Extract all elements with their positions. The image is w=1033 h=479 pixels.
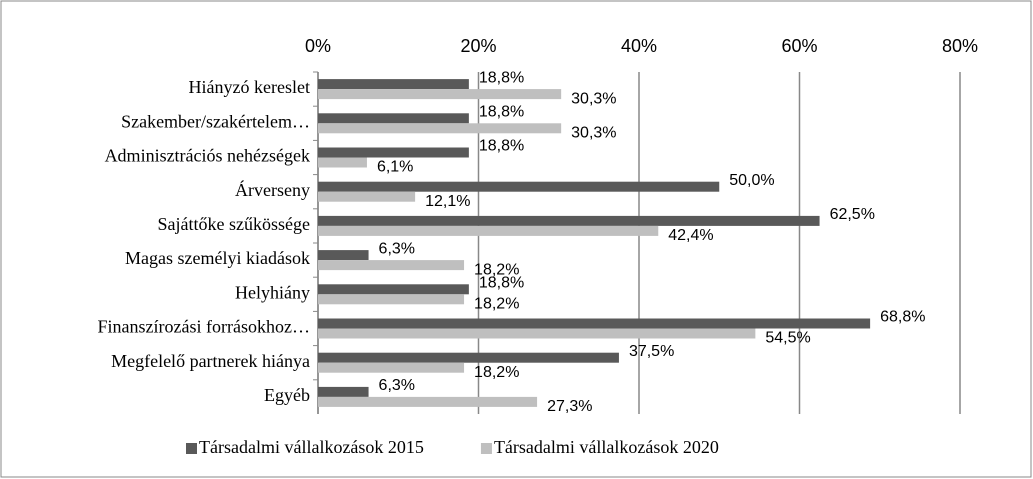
value-label: 27,3% [547, 398, 592, 415]
bar [318, 191, 416, 202]
legend-swatch [186, 443, 197, 454]
bar [318, 250, 369, 261]
y-tick-label: Helyhiány [235, 282, 310, 302]
y-tick-label: Egyéb [264, 385, 310, 405]
x-tick-label: 20% [460, 36, 496, 56]
bar [318, 113, 469, 124]
y-tick-label: Hiányzó kereslet [189, 77, 310, 97]
value-label: 42,4% [668, 227, 713, 244]
bar [318, 157, 367, 168]
value-label: 6,1% [377, 159, 413, 176]
value-label: 18,8% [479, 275, 524, 292]
value-label: 62,5% [830, 206, 875, 223]
bar [318, 396, 538, 407]
bar [318, 123, 562, 134]
bar [318, 260, 465, 271]
value-label: 50,0% [729, 172, 774, 189]
bar [318, 352, 619, 363]
x-tick-label: 60% [781, 36, 817, 56]
bar [318, 181, 720, 192]
y-tick-label: Adminisztrációs nehézségek [105, 146, 310, 166]
bar [318, 328, 756, 339]
value-label: 6,3% [379, 240, 415, 257]
y-tick-label: Sajáttőke szűkössége [158, 214, 310, 234]
bar [318, 225, 659, 236]
bar [318, 284, 469, 295]
value-label: 12,1% [425, 193, 470, 210]
value-label: 18,8% [479, 138, 524, 155]
legend-swatch [480, 443, 492, 454]
value-label: 18,8% [479, 69, 524, 86]
y-tick-label: Árverseny [235, 179, 310, 200]
bar [318, 294, 465, 305]
value-label: 30,3% [571, 90, 616, 107]
x-tick-label: 80% [942, 36, 978, 56]
y-tick-label: Szakember/szakértelem… [121, 111, 310, 131]
value-label: 54,5% [765, 330, 810, 347]
bar [318, 362, 465, 373]
bar [318, 215, 820, 226]
legend-label: Társadalmi vállalkozások 2020 [494, 437, 719, 457]
y-tick-label: Magas személyi kiadások [125, 248, 310, 268]
bar [318, 386, 369, 397]
bar [318, 79, 469, 90]
x-tick-label: 40% [621, 36, 657, 56]
bar [318, 147, 469, 158]
value-label: 18,2% [474, 261, 519, 278]
value-label: 6,3% [379, 377, 415, 394]
y-tick-label: Finanszírozási forrásokhoz… [98, 317, 310, 337]
value-label: 18,2% [474, 364, 519, 381]
value-label: 68,8% [880, 309, 925, 326]
bar [318, 89, 562, 100]
legend-label: Társadalmi vállalkozások 2015 [199, 437, 424, 457]
value-label: 30,3% [571, 125, 616, 142]
x-tick-label: 0% [305, 36, 331, 56]
value-label: 18,8% [479, 104, 524, 121]
value-label: 37,5% [629, 343, 674, 360]
y-tick-label: Megfelelő partnerek hiánya [111, 351, 310, 371]
value-label: 18,2% [474, 296, 519, 313]
bar [318, 318, 871, 329]
